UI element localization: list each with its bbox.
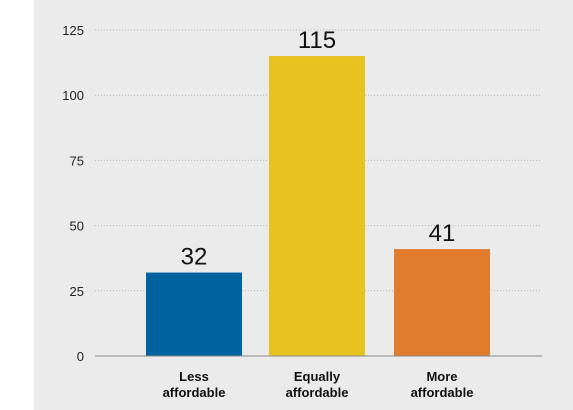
y-tick-label: 50 [70, 219, 84, 234]
y-tick-label: 100 [62, 88, 84, 103]
category-label-2: More affordable [411, 369, 474, 400]
category-label-line: affordable [411, 385, 474, 400]
y-tick-label: 125 [62, 23, 84, 38]
data-labels: 32 115 41 [181, 27, 456, 270]
category-label-line: Less [179, 369, 209, 384]
data-label-0: 32 [181, 244, 208, 271]
y-axis-ticks: 0 25 50 75 100 125 [62, 23, 84, 364]
data-label-2: 41 [429, 220, 456, 247]
y-tick-label: 25 [70, 284, 84, 299]
bar-1 [269, 56, 365, 357]
data-label-1: 115 [298, 27, 336, 54]
bar-0 [146, 272, 242, 356]
category-label-line: affordable [286, 385, 349, 400]
y-tick-label: 0 [77, 349, 84, 364]
bar-2 [394, 249, 490, 356]
category-label-1: Equally affordable [286, 369, 349, 400]
bars [146, 56, 490, 357]
category-label-line: Equally [294, 369, 341, 384]
category-label-0: Less affordable [163, 369, 226, 400]
y-tick-label: 75 [70, 153, 84, 168]
category-label-line: More [426, 369, 457, 384]
category-label-line: affordable [163, 385, 226, 400]
